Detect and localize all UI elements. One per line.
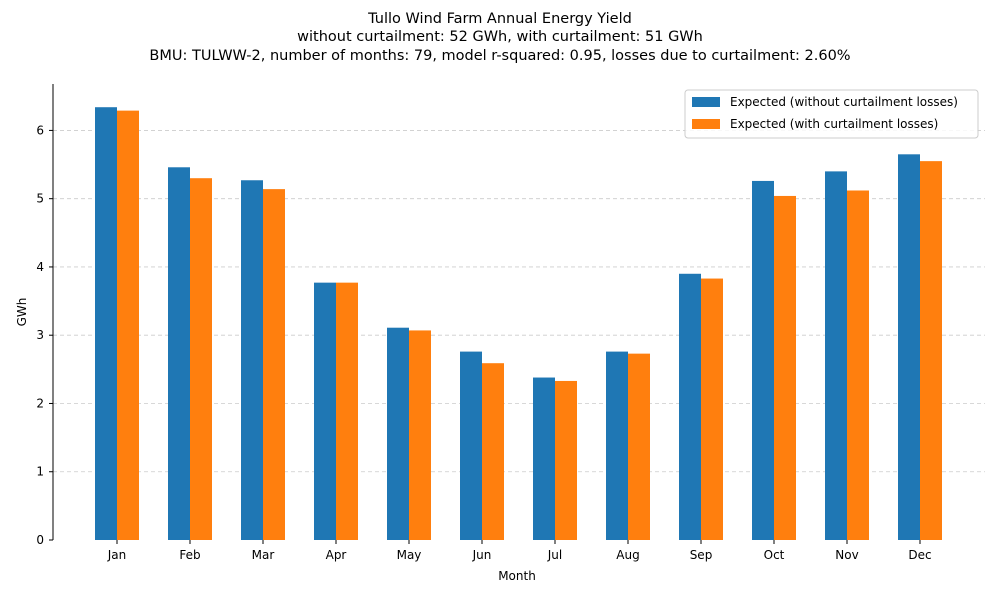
x-tick-label: Feb	[179, 548, 200, 562]
y-ticks: 0 1 2 3 4 5 6	[36, 123, 53, 547]
x-tick-label: Jun	[472, 548, 492, 562]
bar-without-curtailment	[241, 180, 263, 540]
bar-without-curtailment	[752, 180, 774, 540]
x-tick-label: Dec	[908, 548, 931, 562]
y-tick-label: 2	[36, 396, 44, 410]
bar-with-curtailment	[628, 353, 650, 540]
x-tick-label: Apr	[326, 548, 347, 562]
bar-with-curtailment	[774, 195, 796, 541]
legend-label: Expected (with curtailment losses)	[730, 117, 938, 131]
bars	[95, 107, 942, 541]
bar-without-curtailment	[314, 282, 336, 540]
chart-title-block: Tullo Wind Farm Annual Energy Yield with…	[149, 11, 850, 64]
x-tick-label: Oct	[764, 548, 785, 562]
x-tick-label: Nov	[835, 548, 858, 562]
bar-with-curtailment	[920, 161, 942, 540]
chart-subtitle-line-1: without curtailment: 52 GWh, with curtai…	[297, 29, 703, 45]
x-tick-label: May	[397, 548, 422, 562]
y-tick-label: 6	[36, 123, 44, 137]
legend-swatch	[692, 97, 720, 107]
bar-with-curtailment	[263, 189, 285, 541]
y-tick-label: 1	[36, 465, 44, 479]
bar-with-curtailment	[117, 110, 139, 541]
bar-with-curtailment	[190, 178, 212, 540]
legend-box	[684, 89, 979, 139]
legend-label: Expected (without curtailment losses)	[730, 95, 958, 109]
bar-with-curtailment	[409, 330, 431, 540]
y-tick-label: 5	[36, 192, 44, 206]
bar-without-curtailment	[606, 351, 628, 540]
x-ticks: Jan Feb Mar Apr May Jun Jul Aug Sep Oct Nov Dec	[107, 540, 932, 562]
bar-with-curtailment	[847, 190, 869, 540]
y-axis-label: GWh	[15, 298, 29, 327]
x-tick-label: Mar	[252, 548, 275, 562]
bar-without-curtailment	[825, 171, 847, 540]
bar-without-curtailment	[387, 327, 409, 540]
x-tick-label: Jan	[107, 548, 127, 562]
bar-without-curtailment	[460, 351, 482, 540]
bar-with-curtailment	[555, 380, 577, 540]
bar-with-curtailment	[336, 282, 358, 540]
bar-with-curtailment	[482, 363, 504, 540]
bar-without-curtailment	[898, 154, 920, 540]
chart-title: Tullo Wind Farm Annual Energy Yield	[367, 11, 632, 27]
bar-without-curtailment	[95, 107, 117, 540]
x-tick-label: Sep	[690, 548, 713, 562]
bar-without-curtailment	[533, 377, 555, 540]
legend: Expected (without curtailment losses) Exp…	[684, 89, 979, 139]
y-tick-label: 4	[36, 260, 44, 274]
x-tick-label: Aug	[616, 548, 639, 562]
bar-with-curtailment	[701, 278, 723, 540]
legend-swatch	[692, 119, 720, 129]
x-axis-label: Month	[498, 569, 536, 583]
y-tick-label: 0	[36, 533, 44, 547]
bar-without-curtailment	[679, 273, 701, 540]
bar-without-curtailment	[168, 167, 190, 540]
x-tick-label: Jul	[547, 548, 562, 562]
chart-subtitle-line-2: BMU: TULWW-2, number of months: 79, mode…	[149, 48, 850, 64]
y-tick-label: 3	[36, 328, 44, 342]
